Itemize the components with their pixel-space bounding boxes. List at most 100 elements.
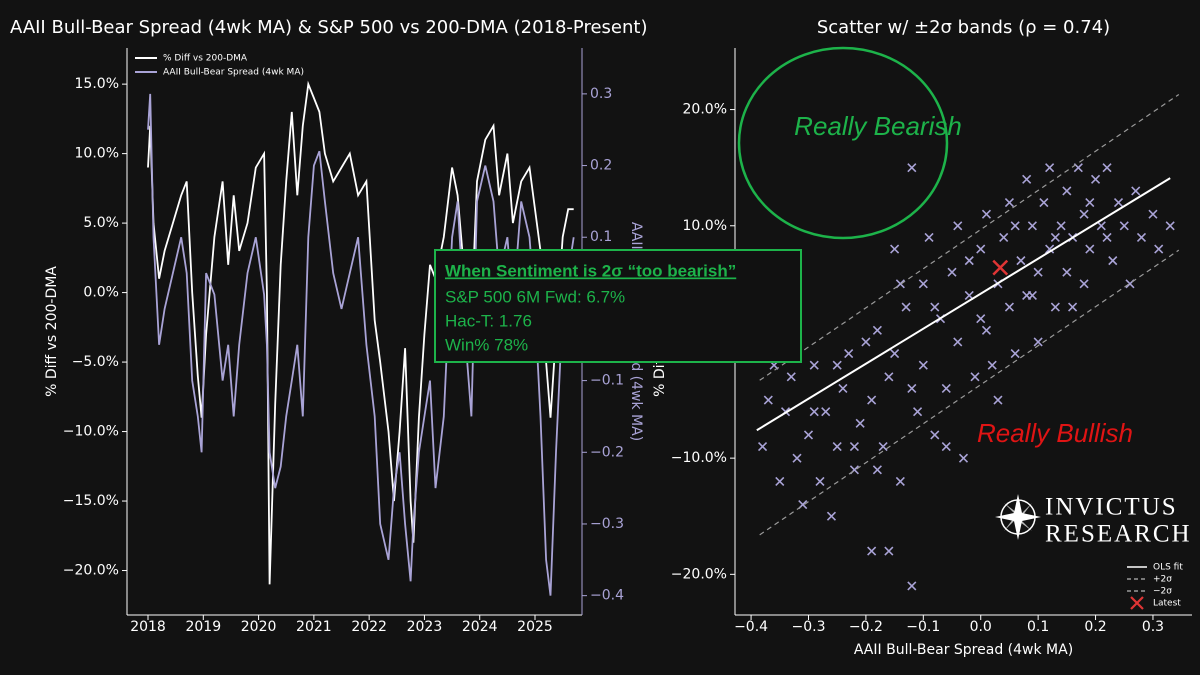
scatter-point [901, 302, 911, 312]
scatter-point [987, 360, 997, 370]
scatter-point [821, 407, 831, 417]
scatter-point [913, 407, 923, 417]
y2-tick-label: −0.4 [590, 588, 624, 604]
scatter-point [1050, 232, 1060, 242]
scatter-point [993, 395, 1003, 405]
scatter-point [981, 325, 992, 335]
annotation-frame [434, 249, 802, 363]
y-axis-label: % Diff vs 200-DMA [44, 266, 60, 397]
scatter-point [1016, 256, 1026, 266]
scatter-point [1136, 232, 1147, 242]
scatter-point [1102, 232, 1112, 242]
legend-swatch [1130, 596, 1144, 610]
scatter-point [1045, 244, 1055, 254]
x-tick-label: 2021 [296, 619, 332, 635]
scatter-point [1148, 209, 1158, 219]
x-tick-label: −0.2 [849, 619, 883, 635]
legend-label: +2σ [1153, 575, 1172, 585]
y2-tick-label: 0.1 [590, 229, 612, 245]
scatter-point [1096, 221, 1106, 231]
scatter-point [878, 441, 888, 452]
scatter-point [832, 360, 842, 370]
scatter-point [1119, 221, 1129, 231]
latest-point [992, 259, 1009, 276]
scatter-point [884, 546, 894, 556]
scatter-point [809, 407, 819, 417]
scatter-point [1039, 197, 1049, 208]
x-tick-label: 0.0 [970, 619, 992, 635]
scatter-point [861, 337, 871, 347]
y2-tick-label: 0.3 [590, 86, 612, 102]
scatter-point [907, 581, 917, 591]
scatter-point [953, 337, 963, 347]
bearish-ellipse [737, 46, 949, 240]
x-tick-label: 2023 [407, 619, 443, 635]
scatter-point [976, 314, 986, 324]
scatter-point [884, 372, 894, 382]
x-tick-label: 2019 [185, 619, 221, 635]
scatter-point [918, 279, 928, 289]
scatter-point [1033, 337, 1043, 347]
x-tick-label: 2025 [517, 619, 553, 635]
x-tick-label: 2022 [351, 619, 387, 635]
legend-label: Latest [1153, 599, 1181, 609]
scatter-point [1027, 290, 1037, 301]
annotation-line: S&P 500 6M Fwd: 6.7% [445, 287, 625, 306]
scatter-point [941, 441, 951, 452]
scatter-point [930, 302, 940, 312]
annotation-text: Really Bullish [977, 418, 1133, 448]
fit-line [759, 93, 1180, 381]
scatter-point [1131, 186, 1141, 196]
scatter-point [855, 418, 865, 428]
fit-line [756, 177, 1171, 432]
scatter-point [1022, 174, 1032, 184]
scatter-point [930, 430, 940, 440]
charts: AAII Bull-Bear Spread (4wk MA) & S&P 500… [10, 17, 1192, 658]
scatter-point [838, 383, 848, 393]
scatter-point [1004, 197, 1014, 208]
scatter-point [1085, 197, 1095, 208]
x-tick-label: −0.3 [791, 619, 825, 635]
scatter-point [1033, 267, 1043, 277]
legend-label: % Diff vs 200-DMA [163, 54, 248, 64]
annotation-line: Win% 78% [445, 335, 528, 354]
scatter-point [1079, 209, 1089, 219]
chart-title: AAII Bull-Bear Spread (4wk MA) & S&P 500… [10, 17, 647, 38]
scatter-point [907, 383, 917, 393]
scatter-point [1085, 244, 1095, 254]
scatter-point [1079, 279, 1089, 289]
scatter-point [999, 232, 1009, 242]
scatter-point [1154, 244, 1164, 254]
logo: INVICTUS RESEARCH [995, 494, 1190, 548]
scatter-point [947, 267, 957, 277]
scatter-point [981, 209, 992, 219]
x-tick-label: 2020 [241, 619, 277, 635]
x-tick-label: 2018 [130, 619, 166, 635]
y-tick-label: 10.0% [75, 146, 119, 162]
x-axis-label: AAII Bull-Bear Spread (4wk MA) [854, 642, 1073, 658]
scatter-point [867, 546, 877, 556]
scatter-point [1113, 197, 1124, 208]
scatter-point [1004, 302, 1014, 312]
legend-label: −2σ [1153, 587, 1172, 597]
scatter-point [1056, 221, 1066, 231]
scatter-point [844, 349, 854, 359]
y2-tick-label: −0.1 [590, 373, 624, 389]
scatter-point [792, 453, 802, 463]
scatter-point [890, 244, 900, 254]
scatter-point [1010, 221, 1020, 231]
scatter-point [941, 383, 951, 393]
scatter-point [1090, 174, 1101, 184]
scatter-point [757, 441, 768, 452]
y2-tick-label: 0.2 [590, 158, 612, 174]
scatter-point [803, 430, 814, 440]
scatter-point [786, 372, 796, 382]
scatter-point [832, 441, 842, 452]
legend-label: OLS fit [1153, 563, 1183, 573]
scatter-point [1010, 349, 1020, 359]
scatter-point [958, 453, 969, 463]
scatter-point [890, 349, 900, 359]
logo-star-diag [1004, 503, 1032, 531]
